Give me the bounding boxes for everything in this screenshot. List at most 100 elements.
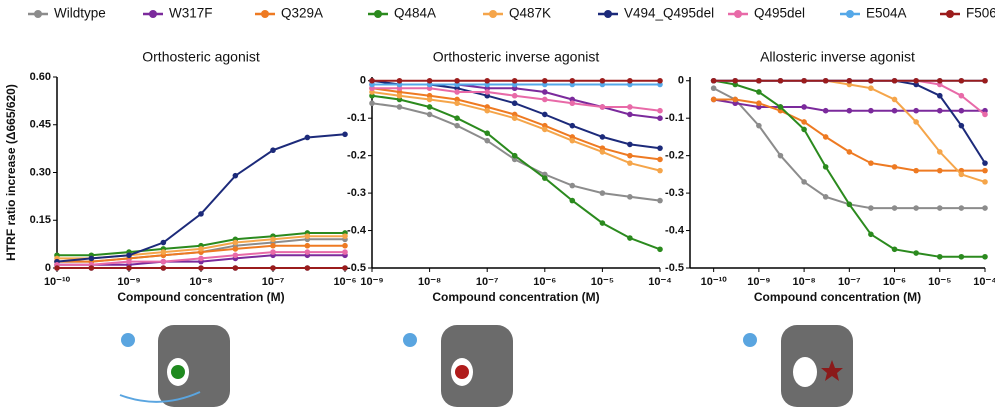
data-point [304, 242, 311, 249]
data-point [426, 96, 433, 103]
data-point [304, 249, 311, 255]
data-point [232, 246, 239, 252]
data-point [868, 85, 874, 92]
data-point [891, 77, 898, 84]
data-point [846, 201, 853, 208]
x-tick-label: 10⁻⁴ [973, 276, 995, 288]
legend-label: Q484A [394, 6, 436, 21]
x-tick-label: 10⁻⁶ [883, 276, 906, 288]
y-tick-label: -0.4 [665, 224, 685, 236]
data-point [270, 265, 276, 271]
data-point [958, 77, 965, 84]
x-tick-label: 10⁻⁴ [648, 276, 671, 288]
data-point [454, 89, 460, 95]
data-point [891, 205, 898, 211]
data-point [891, 107, 898, 114]
data-point [426, 77, 433, 84]
data-point [160, 249, 167, 255]
data-point [599, 134, 606, 140]
data-point [232, 239, 239, 246]
legend-marker [149, 10, 157, 18]
data-point [657, 107, 663, 114]
data-point [369, 100, 375, 107]
data-point [54, 265, 60, 271]
data-point [484, 89, 491, 95]
legend-marker [374, 10, 382, 18]
legend-marker [946, 10, 954, 18]
data-point [846, 107, 853, 114]
data-point [270, 249, 276, 255]
legend-marker [734, 10, 742, 18]
y-tick-label: 0.45 [30, 119, 51, 131]
data-point [756, 122, 762, 129]
data-point [342, 233, 348, 239]
chart-title: Allosteric inverse agonist [760, 49, 915, 65]
data-point [542, 111, 548, 118]
data-point [232, 252, 239, 259]
data-point [801, 179, 807, 185]
data-point [369, 77, 375, 84]
x-tick-label: 10⁻⁶ [333, 276, 356, 288]
data-point [542, 175, 548, 181]
data-point [198, 265, 204, 271]
data-point [913, 205, 919, 211]
data-point [868, 107, 874, 114]
data-point [627, 141, 633, 148]
data-point [822, 164, 829, 170]
legend-marker [261, 10, 269, 18]
data-point [511, 77, 518, 84]
data-point [868, 160, 874, 166]
data-point [426, 111, 433, 118]
data-point [511, 92, 518, 99]
data-point [732, 77, 739, 84]
y-tick-label: -0.1 [347, 112, 366, 124]
data-point [936, 205, 943, 211]
x-tick-label: 10⁻⁹ [747, 276, 770, 288]
x-tick-label: 10⁻⁷ [838, 276, 861, 288]
data-point [868, 231, 874, 238]
data-point [657, 145, 663, 151]
data-point [936, 149, 943, 155]
x-tick-label: 10⁻⁹ [360, 276, 383, 288]
legend-label: Q495del [754, 6, 805, 21]
data-point [270, 242, 276, 249]
data-point [599, 220, 606, 226]
data-point [657, 77, 663, 84]
data-point [891, 246, 898, 253]
data-point [891, 96, 898, 103]
data-point [936, 167, 943, 174]
data-point [777, 152, 784, 159]
data-point [426, 104, 433, 110]
data-point [454, 77, 460, 84]
data-point [627, 152, 633, 159]
data-point [396, 77, 403, 84]
data-point [569, 197, 576, 204]
data-point [657, 246, 663, 253]
data-point [958, 92, 965, 99]
data-point [756, 100, 762, 107]
data-point [777, 77, 784, 84]
data-point [710, 85, 717, 92]
data-point [657, 197, 663, 204]
data-point [599, 190, 606, 196]
data-point [982, 253, 988, 260]
series-line [372, 87, 661, 112]
data-point [484, 130, 491, 136]
x-tick-label: 10⁻⁷ [476, 276, 499, 288]
data-point [160, 265, 167, 271]
y-tick-label: 0.30 [30, 166, 51, 178]
data-point [777, 104, 784, 110]
y-tick-label: 0 [678, 75, 684, 87]
data-point [913, 119, 919, 125]
data-point [913, 167, 919, 174]
series-line [713, 79, 986, 183]
data-point [511, 115, 518, 121]
data-point [599, 149, 606, 155]
data-point [342, 249, 348, 255]
series-line [371, 87, 661, 161]
data-point [913, 107, 919, 114]
series-line [56, 133, 346, 263]
x-axis-label: Compound concentration (M) [754, 290, 921, 304]
data-point [542, 89, 548, 95]
